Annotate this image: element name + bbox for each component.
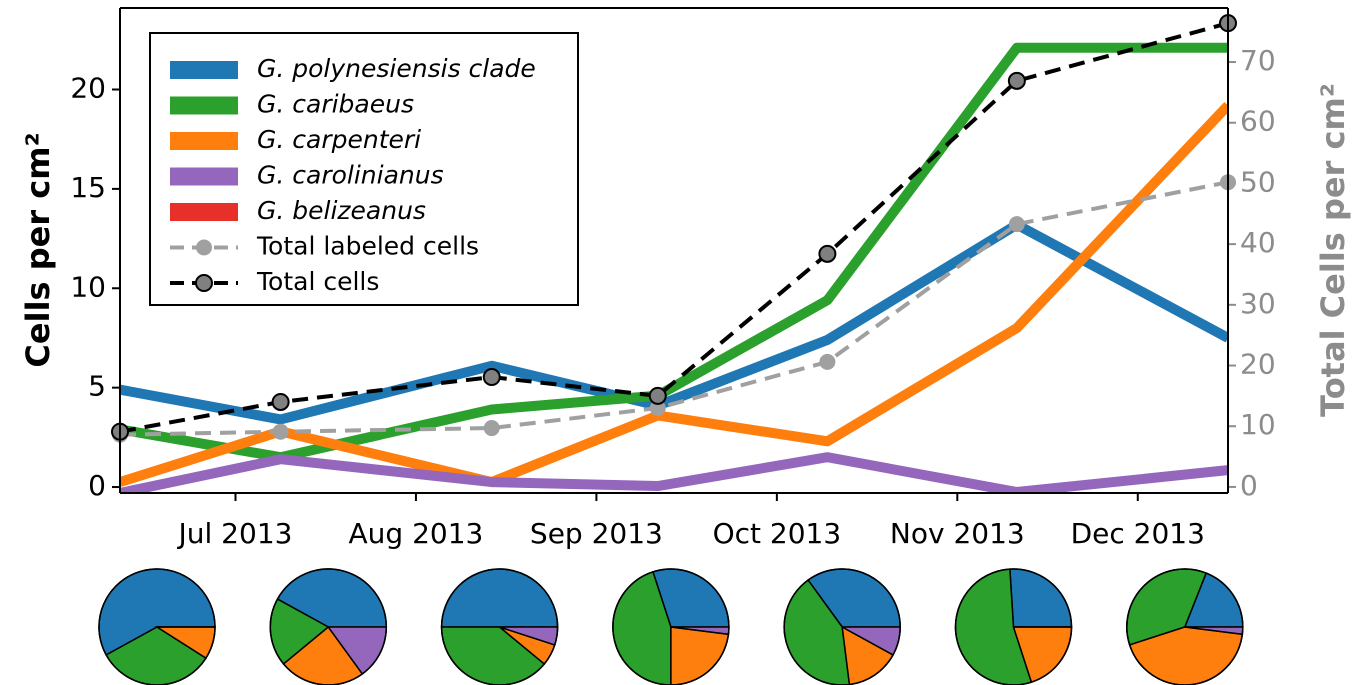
legend-label: G. carolinianus	[257, 161, 444, 190]
y2-tick-label: 70	[1240, 44, 1276, 77]
pie-wedge	[440, 568, 559, 628]
y2-tick-label: 50	[1240, 165, 1276, 198]
y-axis-label: Cells per cm²	[19, 132, 57, 367]
series-marker	[483, 420, 500, 437]
y-tick-label: 10	[70, 270, 106, 303]
y-tick-label: 0	[88, 469, 106, 502]
legend-label: Total labeled cells	[256, 232, 479, 261]
legend-label: G. caribaeus	[257, 90, 414, 119]
series-marker	[271, 392, 290, 411]
pie-outline	[269, 568, 388, 685]
y2-axis-label: Total Cells per cm²	[1314, 83, 1352, 417]
legend-label: G. polynesiensis clade	[257, 54, 536, 83]
x-tick-label: Nov 2013	[890, 517, 1025, 550]
pie-wedge	[670, 626, 730, 685]
pie-outline	[440, 568, 559, 685]
series-marker	[648, 386, 667, 405]
x-tick-label: Jul 2013	[177, 517, 293, 550]
legend-label: G. belizeanus	[257, 196, 426, 225]
legend-label: G. carpenteri	[257, 125, 421, 154]
series-marker	[649, 400, 666, 417]
legend-marker	[195, 274, 213, 292]
x-tick-label: Dec 2013	[1071, 517, 1205, 550]
y2-tick-label: 40	[1240, 226, 1276, 259]
legend-label: Total cells	[256, 267, 379, 296]
x-tick-label: Aug 2013	[349, 517, 484, 550]
y2-tick-label: 30	[1240, 287, 1276, 320]
pie-outline	[98, 568, 216, 685]
legend-marker	[196, 239, 212, 256]
pie-outline	[1126, 568, 1244, 685]
pie-outline	[612, 568, 730, 685]
series-marker	[1007, 71, 1026, 90]
y2-tick-label: 20	[1240, 348, 1276, 381]
pie-outline	[783, 568, 901, 685]
series-marker	[482, 368, 501, 387]
x-tick-label: Oct 2013	[713, 517, 842, 550]
series-line	[120, 452, 1228, 493]
pie-outline	[954, 568, 1073, 685]
y2-tick-label: 0	[1240, 469, 1258, 502]
y-tick-label: 5	[88, 370, 106, 403]
series-marker	[818, 244, 837, 263]
y-tick-label: 20	[70, 71, 106, 104]
pie-wedge	[1009, 568, 1073, 628]
y2-tick-label: 10	[1240, 408, 1276, 441]
y-tick-label: 15	[70, 171, 106, 204]
series-marker	[1008, 216, 1025, 233]
y2-tick-label: 60	[1240, 105, 1276, 138]
series-marker	[819, 353, 836, 370]
x-tick-label: Sep 2013	[530, 517, 663, 550]
series-marker	[272, 423, 289, 440]
